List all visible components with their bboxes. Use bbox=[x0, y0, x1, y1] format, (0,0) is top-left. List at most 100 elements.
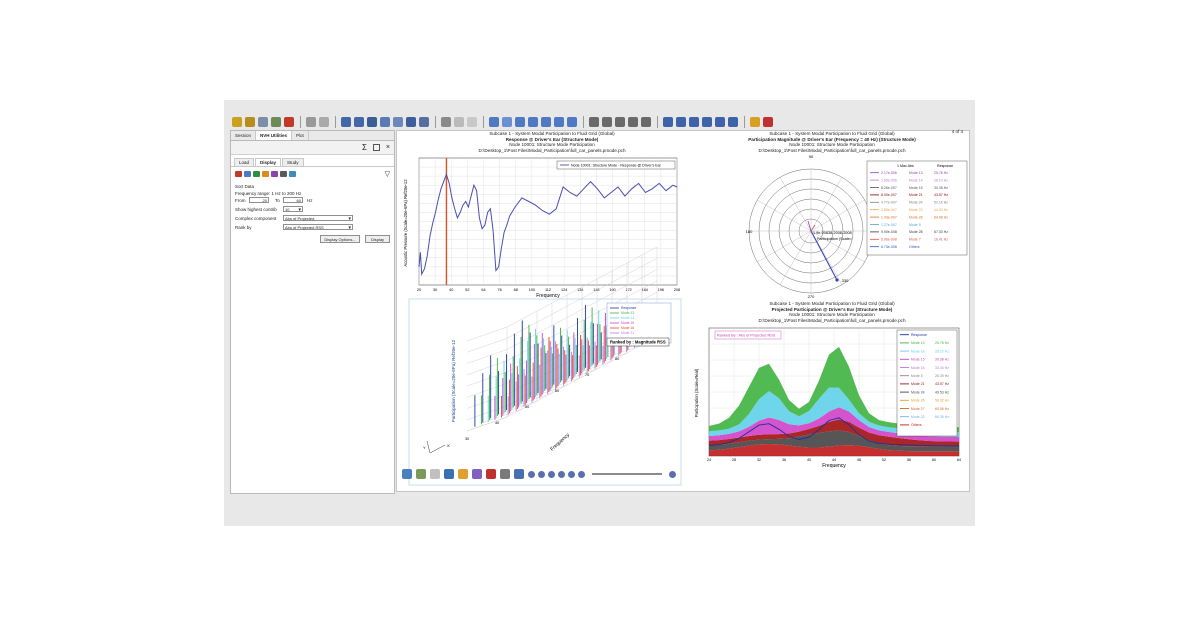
plot1-legend-label: Node 10001: Structure Mode - Response @ … bbox=[571, 164, 662, 168]
display-options-button[interactable]: Display Options... bbox=[320, 235, 360, 243]
area-plot-icon[interactable] bbox=[289, 171, 296, 177]
plot4-legend-name: Others bbox=[911, 423, 922, 427]
settings-icon[interactable] bbox=[500, 469, 510, 479]
polar-plot-icon[interactable] bbox=[244, 171, 251, 177]
move-icon[interactable] bbox=[628, 117, 638, 127]
color-map-icon[interactable] bbox=[472, 469, 482, 479]
tab-display[interactable]: Display bbox=[255, 158, 282, 166]
table-icon[interactable] bbox=[372, 144, 380, 151]
tab-plot[interactable]: Plot bbox=[292, 131, 309, 140]
rank-by-select[interactable]: Abs of Projected RSS bbox=[283, 224, 353, 231]
zoom-both-icon[interactable] bbox=[567, 117, 577, 127]
tab-session[interactable]: Session bbox=[231, 131, 257, 140]
open-session-icon[interactable] bbox=[232, 117, 242, 127]
plot4-areas bbox=[708, 346, 959, 456]
wireframe-icon[interactable] bbox=[430, 469, 440, 479]
plot3-x-tick-label: 50 bbox=[525, 405, 529, 409]
contour-icon[interactable] bbox=[262, 171, 269, 177]
pan-icon[interactable] bbox=[589, 117, 599, 127]
plot4-legend-freq: 56.32 Hz bbox=[935, 399, 949, 403]
report-icon[interactable] bbox=[763, 117, 773, 127]
plot3-legend-label: Mode 15 bbox=[621, 321, 634, 325]
capture-icon[interactable] bbox=[284, 117, 294, 127]
toolbar-separator bbox=[335, 116, 336, 128]
previous-frame-icon[interactable] bbox=[538, 470, 545, 478]
plot2-center-sub: Participation (Scale= bbox=[817, 237, 853, 241]
zoom-box-icon[interactable] bbox=[528, 117, 538, 127]
next-page-icon[interactable] bbox=[354, 117, 364, 127]
split-window-icon[interactable] bbox=[419, 117, 429, 127]
display-button[interactable]: Display bbox=[365, 235, 390, 243]
zoom-x-icon[interactable] bbox=[541, 117, 551, 127]
animation-settings-icon[interactable] bbox=[669, 470, 676, 478]
line-plot-icon[interactable] bbox=[253, 171, 260, 177]
next-frame-icon[interactable] bbox=[568, 470, 575, 478]
animation-slider[interactable] bbox=[592, 473, 662, 475]
curve-attributes-icon[interactable] bbox=[663, 117, 673, 127]
window-layout-icon[interactable] bbox=[406, 117, 416, 127]
frame-icon[interactable] bbox=[467, 117, 477, 127]
reset-view-icon[interactable] bbox=[641, 117, 651, 127]
plot4-x-tick-label: 24 bbox=[707, 458, 711, 462]
bar-chart-icon[interactable] bbox=[235, 171, 242, 177]
previous-page-icon[interactable] bbox=[341, 117, 351, 127]
delete-page-icon[interactable] bbox=[380, 117, 390, 127]
to-field[interactable]: 60 bbox=[283, 197, 303, 203]
export-icon[interactable] bbox=[271, 117, 281, 127]
plot2-title-line4: D:\Desktop_1\Post Files\Modal_Participat… bbox=[758, 147, 906, 153]
page-layout-icon[interactable] bbox=[393, 117, 403, 127]
plot4-legend-freq: 28.10 Hz bbox=[935, 349, 949, 353]
axis-icon[interactable] bbox=[676, 117, 686, 127]
hand-icon[interactable] bbox=[615, 117, 625, 127]
plot4-ranked-label: Ranked By : Abs of Projected RSS bbox=[717, 334, 776, 338]
import-icon[interactable] bbox=[258, 117, 268, 127]
table-view-icon[interactable] bbox=[280, 171, 287, 177]
camera-icon[interactable] bbox=[514, 469, 524, 479]
view-icon[interactable] bbox=[402, 469, 412, 479]
stop-icon[interactable] bbox=[558, 470, 565, 478]
plot2-spoke bbox=[779, 177, 812, 232]
tab-study[interactable]: Study bbox=[282, 158, 304, 166]
plot4-stacked-area: 24 28 32 36 40 44 48 52 56 60 64 Frequency Partici… bbox=[694, 327, 961, 469]
add-page-icon[interactable] bbox=[367, 117, 377, 127]
play-icon[interactable] bbox=[548, 470, 555, 478]
plot4-x-tick-label: 44 bbox=[832, 458, 836, 462]
last-frame-icon[interactable] bbox=[578, 470, 585, 478]
undo-icon[interactable] bbox=[306, 117, 316, 127]
plot2-angle-270: 270 bbox=[808, 294, 815, 299]
rotate-icon[interactable] bbox=[602, 117, 612, 127]
redo-icon[interactable] bbox=[319, 117, 329, 127]
zoom-y-icon[interactable] bbox=[554, 117, 564, 127]
legend-icon[interactable] bbox=[689, 117, 699, 127]
complex-component-select[interactable]: Abs of Projected bbox=[283, 215, 353, 222]
show-highest-select[interactable]: 10 bbox=[283, 206, 303, 213]
zoom-out-icon[interactable] bbox=[502, 117, 512, 127]
plot2-legend-freq: 25.76 Hz bbox=[934, 171, 948, 175]
save-session-icon[interactable] bbox=[245, 117, 255, 127]
notes-icon[interactable] bbox=[715, 117, 725, 127]
sum-icon[interactable]: Σ bbox=[361, 143, 367, 152]
contour-plot-icon[interactable] bbox=[458, 469, 468, 479]
close-icon[interactable]: × bbox=[385, 144, 390, 151]
filter-icon[interactable]: ▽ bbox=[384, 171, 390, 178]
sync-icon[interactable] bbox=[441, 117, 451, 127]
plot3-gridline bbox=[506, 246, 658, 328]
pie-icon[interactable] bbox=[486, 469, 496, 479]
mesh-icon[interactable] bbox=[416, 469, 426, 479]
rank-by-label: Rank by bbox=[235, 225, 252, 230]
main-toolbar bbox=[224, 112, 975, 132]
shaded-icon[interactable] bbox=[444, 469, 454, 479]
folder-icon[interactable] bbox=[750, 117, 760, 127]
zoom-in-icon[interactable] bbox=[489, 117, 499, 127]
from-field[interactable]: 20 bbox=[249, 197, 269, 203]
fit-icon[interactable] bbox=[515, 117, 525, 127]
plot4-area-layer bbox=[709, 346, 959, 432]
tab-load[interactable]: Load bbox=[234, 158, 255, 166]
plot3-x-tick-label: 40 bbox=[495, 421, 499, 425]
animation-icon[interactable] bbox=[454, 117, 464, 127]
datum-icon[interactable] bbox=[728, 117, 738, 127]
first-frame-icon[interactable] bbox=[528, 470, 535, 478]
header-icon[interactable] bbox=[702, 117, 712, 127]
tab-nvh-utilities[interactable]: NVH Utilities bbox=[256, 131, 293, 140]
surface-plot-icon[interactable] bbox=[271, 171, 278, 177]
